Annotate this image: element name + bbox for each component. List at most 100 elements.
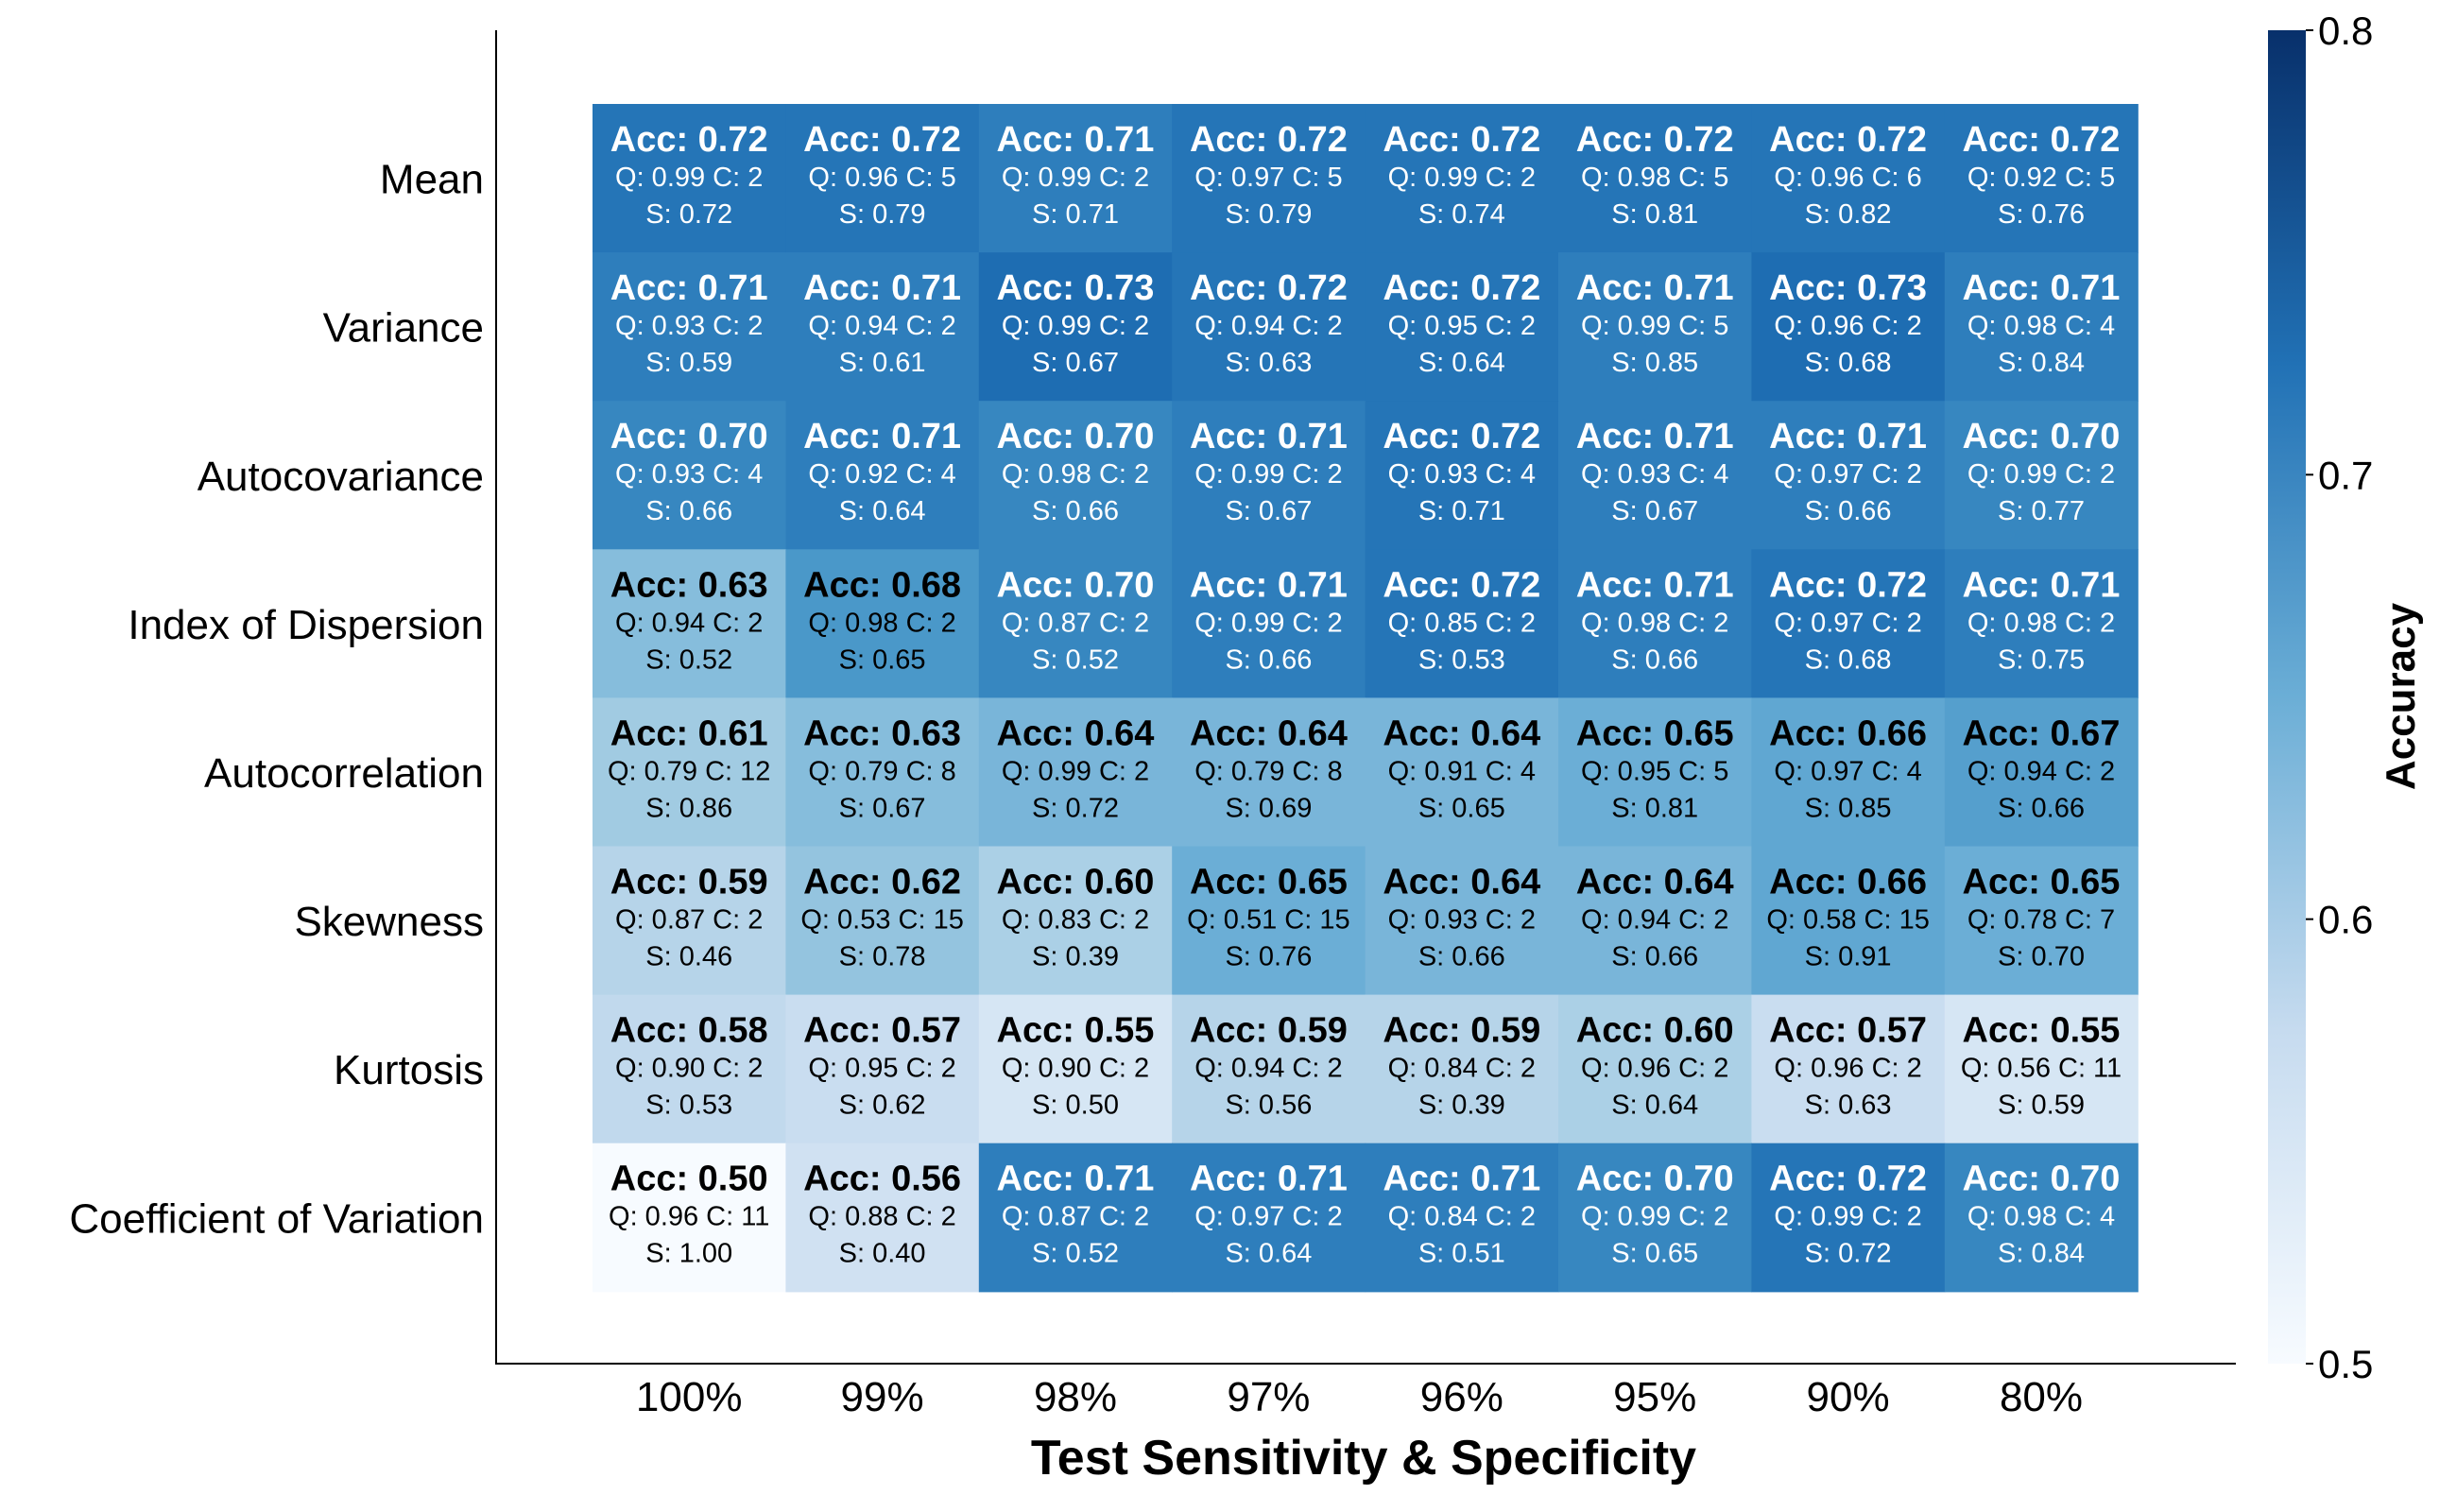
heatmap-cell-rect [785,846,980,996]
heatmap-cell: Acc: 0.71Q: 0.99 C: 5 S: 0.85 [1558,252,1752,402]
heatmap-cell-rect [785,252,980,402]
cell-accuracy-label: Acc: 0.71 [610,268,768,308]
cell-qc-label: Q: 0.94 C: 2 [1967,756,2115,786]
heatmap-cell-rect [1365,104,1559,253]
heatmap-cell-rect [1944,1143,2139,1293]
heatmap-cell-rect [785,697,980,848]
cell-qc-label: Q: 0.97 C: 2 [1194,1202,1342,1232]
heatmap-cell-rect [1172,846,1366,996]
x-tick-label: 98% [1034,1374,1117,1420]
heatmap-cell: Acc: 0.70Q: 0.93 C: 4 S: 0.66 [593,401,786,550]
cell-s-label: S: 0.85 [1805,793,1892,823]
cell-accuracy-label: Acc: 0.73 [997,268,1155,308]
heatmap-cell: Acc: 0.71Q: 0.87 C: 2 S: 0.52 [978,1143,1173,1293]
heatmap-cell-rect [978,994,1173,1144]
cell-qc-label: Q: 0.99 C: 2 [1002,163,1149,193]
cell-qc-label: Q: 0.96 C: 2 [1774,1054,1921,1084]
heatmap-cell: Acc: 0.72Q: 0.98 C: 5 S: 0.81 [1558,104,1752,253]
heatmap-cell: Acc: 0.72Q: 0.97 C: 5 S: 0.79 [1172,104,1366,253]
heatmap-cell: Acc: 0.60Q: 0.96 C: 2 S: 0.64 [1558,994,1752,1144]
cell-qc-label: Q: 0.84 C: 2 [1388,1054,1536,1084]
cell-s-label: S: 0.67 [1032,348,1119,378]
cell-accuracy-label: Acc: 0.66 [1769,713,1927,753]
heatmap-cell-rect [1751,1143,1946,1293]
heatmap-cell-rect [1558,697,1752,848]
cell-s-label: S: 0.64 [1225,1239,1312,1269]
cell-accuracy-label: Acc: 0.59 [1190,1011,1348,1051]
heatmap-cell-rect [978,549,1173,698]
cell-s-label: S: 0.64 [839,496,926,526]
cell-accuracy-label: Acc: 0.72 [610,120,768,160]
y-tick-labels: Mean Variance Autocovariance Index of Dispe… [69,157,484,1243]
cell-qc-label: Q: 0.85 C: 2 [1388,608,1536,638]
heatmap-cell-rect [1172,252,1366,402]
cell-qc-label: Q: 0.79 C: 12 [608,756,771,786]
cell-qc-label: Q: 0.98 C: 4 [1967,1202,2115,1232]
cell-qc-label: Q: 0.90 C: 2 [1002,1054,1149,1084]
cell-accuracy-label: Acc: 0.59 [610,863,768,902]
cell-accuracy-label: Acc: 0.62 [803,863,961,902]
cell-qc-label: Q: 0.98 C: 5 [1581,163,1728,193]
heatmap-cell: Acc: 0.71Q: 0.99 C: 2 S: 0.71 [978,104,1173,253]
heatmap-cell: Acc: 0.72Q: 0.99 C: 2 S: 0.72 [1751,1143,1946,1293]
heatmap-cell: Acc: 0.61Q: 0.79 C: 12 S: 0.86 [593,697,786,848]
cell-accuracy-label: Acc: 0.57 [1769,1011,1927,1051]
heatmap-cell-rect [1558,846,1752,996]
cell-accuracy-label: Acc: 0.70 [997,417,1155,456]
heatmap-cell: Acc: 0.71Q: 0.99 C: 2 S: 0.66 [1172,549,1366,698]
cell-accuracy-label: Acc: 0.70 [997,565,1155,605]
heatmap-cell: Acc: 0.60Q: 0.83 C: 2 S: 0.39 [978,846,1173,996]
cell-accuracy-label: Acc: 0.64 [1190,713,1348,753]
cell-s-label: S: 0.67 [839,793,926,823]
cell-accuracy-label: Acc: 0.68 [803,565,961,605]
heatmap-cell: Acc: 0.58Q: 0.90 C: 2 S: 0.53 [593,994,786,1144]
cell-s-label: S: 0.52 [1032,644,1119,675]
cell-s-label: S: 0.59 [645,348,732,378]
cell-accuracy-label: Acc: 0.71 [803,417,961,456]
heatmap-cell: Acc: 0.64Q: 0.93 C: 2 S: 0.66 [1365,846,1559,996]
cell-s-label: S: 0.53 [645,1091,732,1121]
cell-accuracy-label: Acc: 0.71 [803,268,961,308]
heatmap-cell-rect [1558,994,1752,1144]
heatmap-cell: Acc: 0.64Q: 0.94 C: 2 S: 0.66 [1558,846,1752,996]
cell-s-label: S: 0.65 [839,644,926,675]
heatmap-cell-rect [1944,104,2139,253]
cell-accuracy-label: Acc: 0.63 [803,713,961,753]
cell-qc-label: Q: 0.93 C: 4 [1581,459,1728,490]
heatmap-cell-rect [593,1143,786,1293]
cell-s-label: S: 0.52 [645,644,732,675]
heatmap-cell: Acc: 0.59Q: 0.84 C: 2 S: 0.39 [1365,994,1559,1144]
cell-s-label: S: 0.65 [1611,1239,1698,1269]
y-tick-label: Variance [323,305,484,352]
cell-accuracy-label: Acc: 0.64 [1576,863,1734,902]
cell-accuracy-label: Acc: 0.70 [1963,1160,2121,1199]
cell-qc-label: Q: 0.94 C: 2 [615,608,763,638]
y-tick-label: Coefficient of Variation [69,1195,484,1242]
cell-accuracy-label: Acc: 0.64 [997,713,1155,753]
heatmap-cell: Acc: 0.72Q: 0.96 C: 6 S: 0.82 [1751,104,1946,253]
y-tick-label: Skewness [294,899,484,945]
cell-s-label: S: 0.67 [1611,496,1698,526]
cell-qc-label: Q: 0.98 C: 2 [808,608,955,638]
cell-accuracy-label: Acc: 0.71 [1963,268,2121,308]
heatmap-cell: Acc: 0.62Q: 0.53 C: 15 S: 0.78 [785,846,980,996]
heatmap-cell-rect [978,401,1173,550]
x-tick-label: 95% [1613,1374,1696,1420]
cell-s-label: S: 0.61 [839,348,926,378]
heatmap-cell-rect [785,549,980,698]
cell-accuracy-label: Acc: 0.71 [997,120,1155,160]
cell-s-label: S: 0.62 [839,1091,926,1121]
cell-qc-label: Q: 0.94 C: 2 [1194,311,1342,341]
cell-accuracy-label: Acc: 0.72 [803,120,961,160]
heatmap-cell-rect [1365,697,1559,848]
heatmap-cell-rect [1558,104,1752,253]
heatmap-cell-rect [593,401,786,550]
cell-qc-label: Q: 0.84 C: 2 [1388,1202,1536,1232]
cell-qc-label: Q: 0.93 C: 4 [615,459,763,490]
heatmap-cell-rect [593,252,786,402]
cell-s-label: S: 0.53 [1418,644,1505,675]
heatmap-cell-rect [978,846,1173,996]
cell-s-label: S: 0.77 [1998,496,2085,526]
heatmap-cell-rect [1172,104,1366,253]
cell-accuracy-label: Acc: 0.72 [1576,120,1734,160]
